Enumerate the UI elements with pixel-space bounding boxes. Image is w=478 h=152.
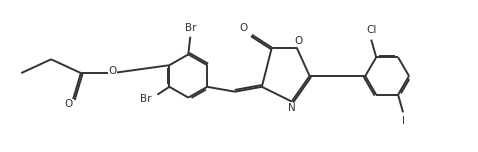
Text: N: N bbox=[288, 103, 295, 113]
Text: Cl: Cl bbox=[366, 25, 376, 35]
Text: I: I bbox=[402, 116, 404, 126]
Text: Br: Br bbox=[185, 23, 196, 33]
Text: O: O bbox=[240, 23, 248, 33]
Text: O: O bbox=[294, 36, 303, 46]
Text: O: O bbox=[109, 66, 117, 76]
Text: O: O bbox=[65, 99, 73, 109]
Text: Br: Br bbox=[140, 94, 152, 104]
